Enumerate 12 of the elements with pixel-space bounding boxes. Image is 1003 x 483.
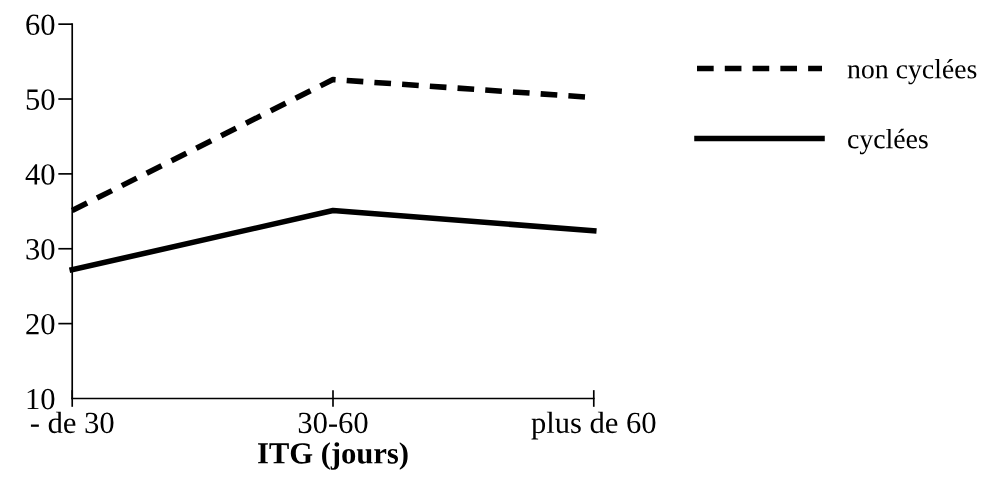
y-tick-label: 40 [25,164,55,185]
y-tick-label: 60 [26,14,55,36]
legend-label: non cyclées [847,58,977,85]
y-tick-label: 10 [27,388,55,410]
x-tick-label: 30-60 [298,412,368,434]
x-tick-label: plus de 60 [531,411,656,440]
x-axis-title: ITG (jours) [258,442,408,470]
y-tick-label: 30 [26,239,55,260]
x-tick-label: - de 30 [30,411,114,434]
y-tick-label: 50 [26,89,55,110]
y-tick-label: 20 [26,313,55,335]
legend-label: cyclées [848,128,928,155]
